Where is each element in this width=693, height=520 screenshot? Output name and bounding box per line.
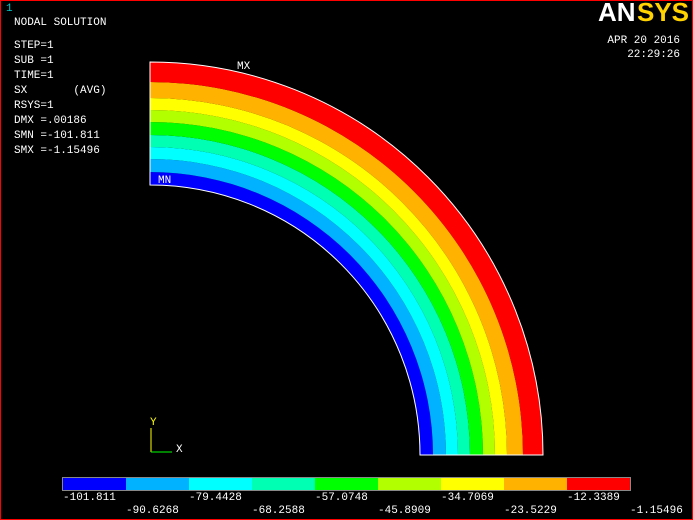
header-line: DMX =.00186 bbox=[14, 115, 87, 127]
legend-label: -1.15496 bbox=[630, 505, 683, 517]
legend-label: -101.811 bbox=[63, 492, 116, 504]
plot-labels: MX MN Y X bbox=[150, 61, 251, 456]
legend-label: -23.5229 bbox=[504, 505, 557, 517]
window-number: 1 bbox=[6, 3, 13, 15]
triad-x-label: X bbox=[176, 444, 183, 456]
legend-label: -34.7069 bbox=[441, 492, 494, 504]
header-line: TIME=1 bbox=[14, 70, 54, 82]
model-outline bbox=[149, 61, 544, 456]
legend-label: -79.4428 bbox=[189, 492, 242, 504]
header-line: SUB =1 bbox=[14, 55, 54, 67]
legend-swatch bbox=[378, 478, 441, 490]
min-label: MN bbox=[158, 175, 171, 187]
legend-frame bbox=[62, 477, 631, 491]
legend-swatch bbox=[315, 478, 378, 490]
legend-swatch bbox=[63, 478, 126, 490]
legend-swatch bbox=[504, 478, 567, 490]
header-line: SMN =-101.811 bbox=[14, 130, 100, 142]
header-line: RSYS=1 bbox=[14, 100, 54, 112]
contour-plot bbox=[149, 61, 544, 456]
header-line: STEP=1 bbox=[14, 40, 54, 52]
legend-swatch bbox=[567, 478, 630, 490]
legend-label: -90.6268 bbox=[126, 505, 179, 517]
legend-label: -57.0748 bbox=[315, 492, 368, 504]
header-line: NODAL SOLUTION bbox=[14, 17, 106, 29]
time: 22:29:26 bbox=[627, 49, 680, 61]
legend-swatch bbox=[441, 478, 504, 490]
triad-y-label: Y bbox=[150, 417, 157, 429]
legend-label: -68.2588 bbox=[252, 505, 305, 517]
max-label: MX bbox=[237, 61, 251, 73]
logo-an: AN bbox=[598, 0, 636, 27]
logo-sys: SYS bbox=[637, 0, 689, 27]
legend-swatch bbox=[189, 478, 252, 490]
legend-label: -45.8909 bbox=[378, 505, 431, 517]
legend-label: -12.3389 bbox=[567, 492, 620, 504]
legend-swatch bbox=[126, 478, 189, 490]
header-line: SMX =-1.15496 bbox=[14, 145, 100, 157]
header-line: SX (AVG) bbox=[14, 85, 106, 97]
date: APR 20 2016 bbox=[607, 35, 680, 47]
legend-swatch bbox=[252, 478, 315, 490]
legend: -101.811 -90.6268 -79.4428 -68.2588 -57.0748… bbox=[62, 477, 683, 517]
